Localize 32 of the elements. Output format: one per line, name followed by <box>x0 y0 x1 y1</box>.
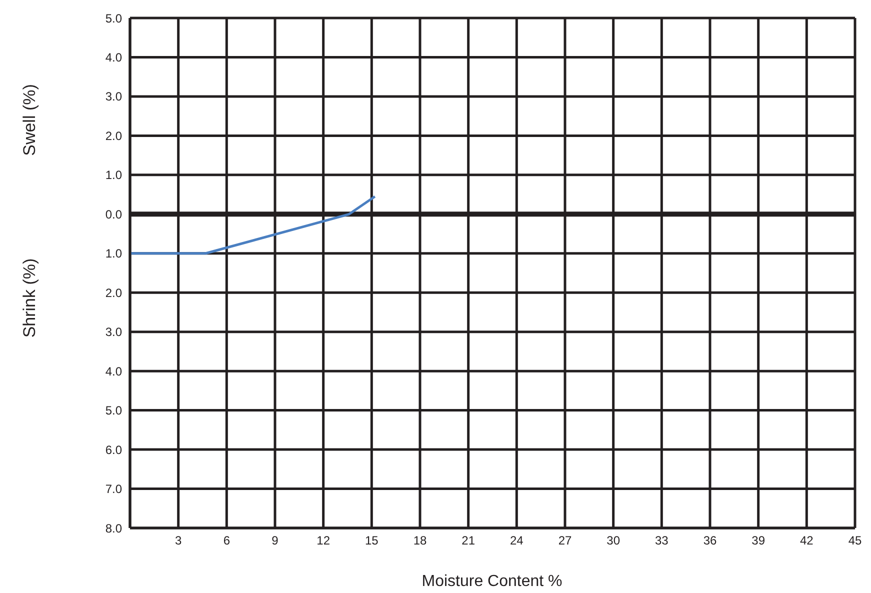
y-tick-label: 3.0 <box>105 325 122 340</box>
x-axis-title: Moisture Content % <box>422 573 562 591</box>
x-tick-label: 45 <box>848 534 862 548</box>
x-tick-label: 12 <box>316 534 330 548</box>
x-tick-label: 27 <box>558 534 572 548</box>
text: Shrink (%) <box>20 258 40 338</box>
y-tick-label: 8.0 <box>105 521 122 536</box>
y-tick-label: 1.0 <box>105 246 122 261</box>
y-tick-label: 6.0 <box>105 442 122 457</box>
x-tick-label: 30 <box>606 534 620 548</box>
y-tick-label: 4.0 <box>105 50 122 64</box>
x-tick-label: 18 <box>413 534 427 548</box>
y-tick-label: 7.0 <box>105 482 122 496</box>
x-tick-label: 9 <box>272 534 279 548</box>
x-tick-label: 42 <box>800 534 814 548</box>
x-tick-label: 39 <box>752 534 766 548</box>
x-tick-label: 6 <box>223 534 230 548</box>
x-tick-label: 36 <box>703 534 717 548</box>
y-tick-label: 5.0 <box>105 11 122 26</box>
x-tick-label: 21 <box>462 534 476 548</box>
x-tick-label: 3 <box>174 534 182 548</box>
x-tick-label: 15 <box>364 534 379 548</box>
y-tick-label: 2.0 <box>105 128 122 143</box>
y-tick-label: 4.0 <box>105 364 122 378</box>
y-tick-label: 0.0 <box>105 207 122 222</box>
x-tick-label: 24 <box>510 534 524 548</box>
y-tick-label: 1.0 <box>105 168 122 182</box>
y-tick-label: 2.0 <box>105 286 122 300</box>
x-tick-label: 33 <box>654 534 669 548</box>
y-tick-label: 3.0 <box>105 90 122 104</box>
y-tick-label: 5.0 <box>105 404 122 418</box>
y-axis-title: Swell (%) <box>20 84 40 156</box>
